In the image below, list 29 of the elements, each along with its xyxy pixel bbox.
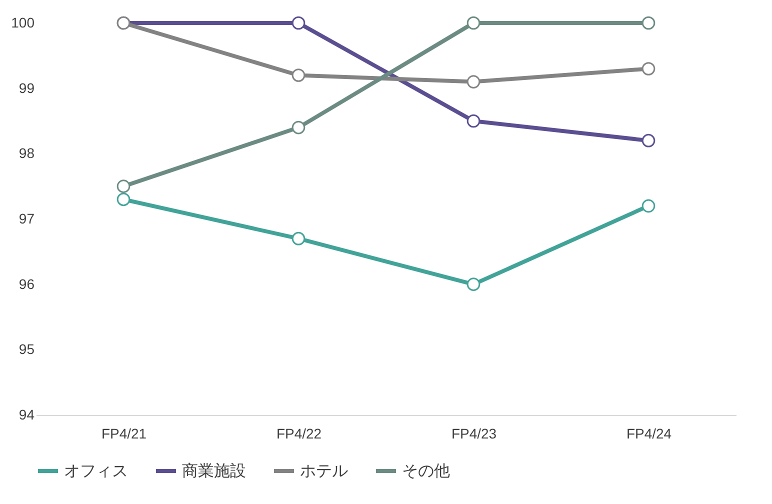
x-tick-label: FP4/21 xyxy=(101,426,147,442)
point xyxy=(466,278,480,291)
y-tick-label: 100 xyxy=(11,14,35,30)
y-tick-label: 98 xyxy=(18,145,35,162)
y-tick-label: 95 xyxy=(18,341,35,358)
point xyxy=(642,134,656,148)
x-tick-label: FP4/22 xyxy=(276,426,322,442)
point xyxy=(292,232,306,246)
point xyxy=(116,192,130,206)
y-tick-label: 96 xyxy=(18,276,35,292)
point xyxy=(642,16,656,30)
point xyxy=(116,180,130,193)
legend-label: 商業施設 xyxy=(182,462,246,480)
legend-label: その他 xyxy=(402,463,450,480)
point xyxy=(642,62,656,76)
point xyxy=(292,68,306,82)
legend-label: ホテル xyxy=(300,463,348,480)
point xyxy=(642,199,656,213)
x-tick-label: FP4/23 xyxy=(451,426,497,442)
legend-label: オフィス xyxy=(64,463,128,480)
y-tick-label: 99 xyxy=(18,80,35,96)
point xyxy=(466,114,480,128)
point xyxy=(292,16,306,30)
y-tick-label: 94 xyxy=(18,406,35,422)
point xyxy=(292,120,306,134)
y-tick-label: 97 xyxy=(18,210,35,226)
point xyxy=(466,75,480,88)
point xyxy=(466,16,480,30)
x-tick-label: FP4/24 xyxy=(626,426,672,442)
